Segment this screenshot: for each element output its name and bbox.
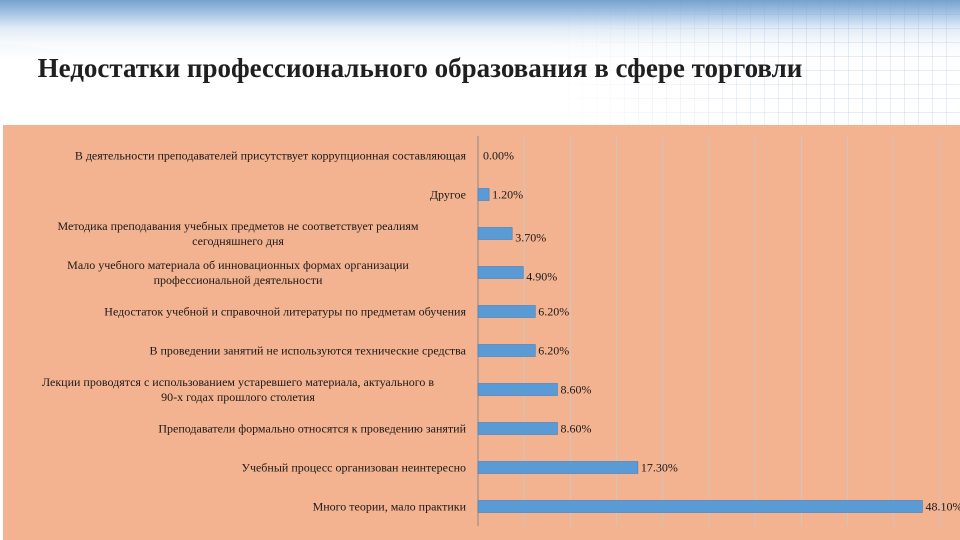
bar	[477, 266, 524, 279]
category-label: В проведении занятий не используются тех…	[149, 344, 466, 358]
value-label: 8.60%	[560, 422, 591, 436]
category-label: Много теории, мало практики	[313, 500, 467, 514]
category-label: Методика преподавания учебных предметов …	[58, 219, 419, 233]
value-label: 6.20%	[538, 344, 569, 358]
category-label: Учебный процесс организован неинтересно	[241, 461, 466, 475]
header-wave	[0, 0, 960, 70]
value-label: 6.20%	[538, 305, 569, 319]
category-label: В деятельности преподавателей присутству…	[75, 149, 467, 163]
category-label: Мало учебного материала об инновационных…	[67, 258, 409, 272]
value-label: 3.70%	[515, 231, 546, 245]
header-grid-pattern	[540, 0, 960, 125]
category-label: Другое	[430, 188, 466, 202]
value-label: 8.60%	[560, 383, 591, 397]
bar	[477, 305, 536, 318]
category-label: Недостаток учебной и справочной литерату…	[104, 305, 466, 319]
bar	[477, 500, 923, 513]
header-band	[0, 0, 960, 125]
category-label: Лекции проводятся с использованием устар…	[42, 375, 434, 389]
value-label: 4.90%	[526, 270, 557, 284]
category-label: 90-х годах прошлого столетия	[161, 390, 315, 404]
bar	[477, 383, 558, 396]
value-label: 48.10%	[925, 500, 960, 514]
bar	[477, 227, 513, 240]
bar	[477, 422, 558, 435]
value-label: 0.00%	[483, 149, 514, 163]
bar	[477, 461, 639, 474]
bar	[477, 188, 490, 201]
value-label: 1.20%	[492, 188, 523, 202]
bar	[477, 344, 536, 357]
category-label: профессиональной деятельности	[154, 273, 323, 287]
slide-title: Недостатки профессионального образования…	[37, 53, 803, 83]
category-label: Преподаватели формально относятся к пров…	[158, 422, 466, 436]
value-label: 17.30%	[641, 461, 678, 475]
category-label: сегодняшнего дня	[192, 234, 284, 248]
